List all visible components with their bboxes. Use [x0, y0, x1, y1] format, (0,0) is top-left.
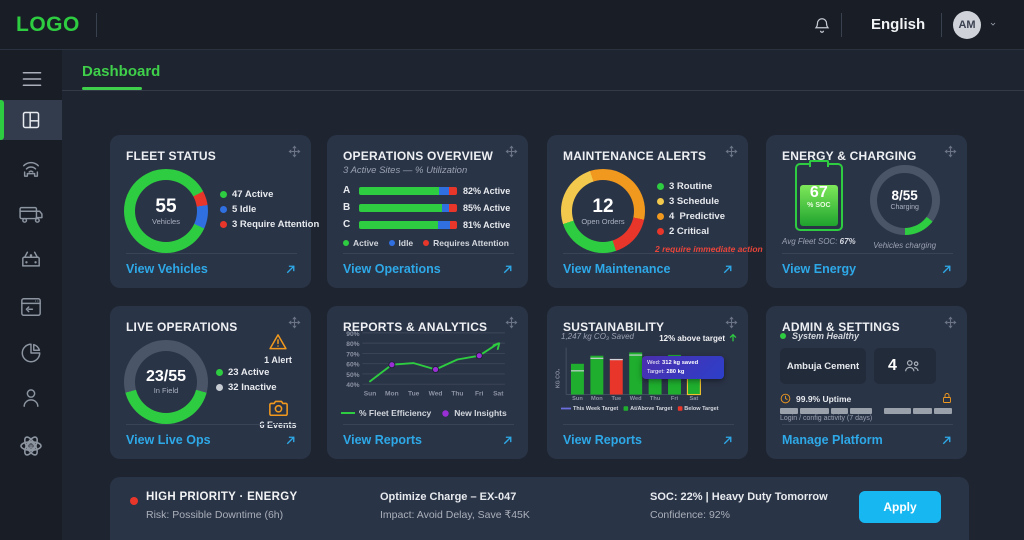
- svg-text:Thu: Thu: [451, 391, 463, 398]
- svg-text:Fri: Fri: [475, 391, 484, 398]
- svg-text:Thu: Thu: [650, 396, 661, 401]
- svg-text:Sat: Sat: [690, 396, 699, 401]
- svg-text:Tue: Tue: [408, 391, 420, 398]
- svg-text:60%: 60%: [346, 362, 359, 369]
- svg-text:Sun: Sun: [364, 391, 377, 398]
- svg-text:Tue: Tue: [611, 396, 621, 401]
- svg-text:Fri: Fri: [671, 396, 679, 401]
- svg-text:KG CO₃: KG CO₃: [556, 368, 562, 388]
- svg-text:Wed: Wed: [630, 396, 642, 401]
- svg-text:Mon: Mon: [591, 396, 603, 401]
- svg-text:Sat: Sat: [493, 391, 504, 398]
- svg-text:40%: 40%: [346, 382, 359, 389]
- svg-text:Sun: Sun: [572, 396, 583, 401]
- svg-text:80%: 80%: [346, 341, 359, 348]
- svg-text:Wed: Wed: [429, 391, 443, 398]
- svg-text:90%: 90%: [346, 331, 359, 338]
- svg-text:70%: 70%: [346, 351, 359, 358]
- svg-text:50%: 50%: [346, 372, 359, 379]
- svg-text:Mon: Mon: [385, 391, 399, 398]
